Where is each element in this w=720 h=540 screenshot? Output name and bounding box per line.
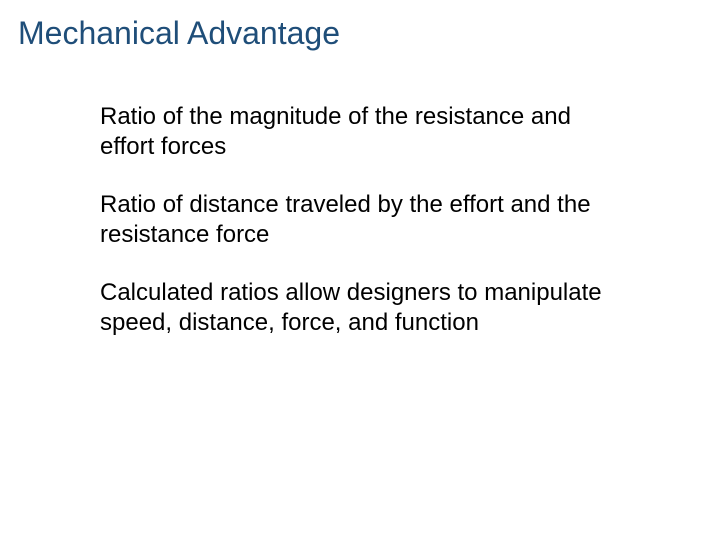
bullet-point: Calculated ratios allow designers to man… <box>100 278 622 338</box>
slide-content: Ratio of the magnitude of the resistance… <box>18 102 702 338</box>
slide-container: Mechanical Advantage Ratio of the magnit… <box>0 0 720 540</box>
bullet-point: Ratio of the magnitude of the resistance… <box>100 102 622 162</box>
bullet-point: Ratio of distance traveled by the effort… <box>100 190 622 250</box>
slide-title: Mechanical Advantage <box>18 14 702 52</box>
